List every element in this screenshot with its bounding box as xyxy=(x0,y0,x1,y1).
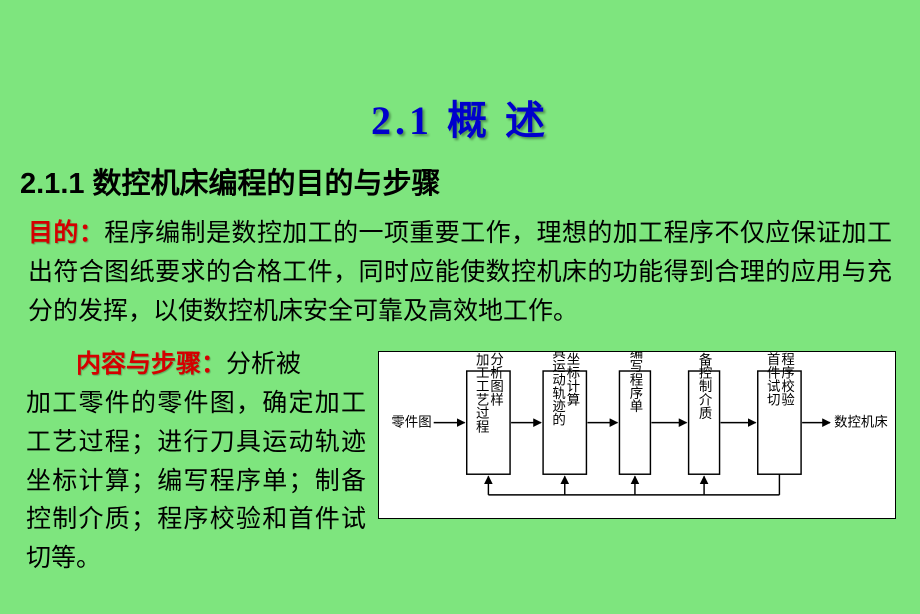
steps-lead: 分析被 xyxy=(226,351,301,378)
svg-text:零件图: 零件图 xyxy=(391,415,431,430)
svg-text:数控机床: 数控机床 xyxy=(834,415,888,430)
svg-text:制备控制介质: 制备控制介质 xyxy=(697,352,713,420)
title-text: 2.1 概 述 xyxy=(371,98,549,143)
svg-text:刀具运动轨迹的: 刀具运动轨迹的 xyxy=(550,352,566,427)
flowchart-container: 零件图 分析图样确定加工工艺过程 坐标计算刀具运动轨迹的 编写程序单 制备控制介质 程序校… xyxy=(378,351,896,519)
subsection-text: 2.1.1 数控机床编程的目的与步骤 xyxy=(20,168,441,200)
purpose-body: 程序编制是数控加工的一项重要工作，理想的加工程序不仅应保证加工出符合图纸要求的合… xyxy=(28,220,892,325)
label-steps: 内容与步骤： xyxy=(76,350,226,378)
steps-lead-line: 内容与步骤：分析被 xyxy=(26,345,366,385)
svg-text:编写程序单: 编写程序单 xyxy=(627,352,643,413)
label-purpose: 目的： xyxy=(28,219,104,247)
svg-text:首件试切: 首件试切 xyxy=(765,353,781,408)
subsection-heading: 2.1.1 数控机床编程的目的与步骤 xyxy=(0,146,920,202)
paragraph-purpose-line: 目的：程序编制是数控加工的一项重要工作，理想的加工程序不仅应保证加工出符合图纸要… xyxy=(28,220,892,325)
steps-rest: 加工零件的零件图，确定加工工艺过程；进行刀具运动轨迹坐标计算；编写程序单；制备控… xyxy=(26,390,366,572)
paragraph-purpose: 目的：程序编制是数控加工的一项重要工作，理想的加工程序不仅应保证加工出符合图纸要… xyxy=(0,202,920,331)
svg-text:坐标计算: 坐标计算 xyxy=(564,353,580,407)
content-steps-row: 内容与步骤：分析被 加工零件的零件图，确定加工工艺过程；进行刀具运动轨迹坐标计算… xyxy=(0,331,920,579)
svg-text:程序校验: 程序校验 xyxy=(779,353,795,407)
flowchart-svg: 零件图 分析图样确定加工工艺过程 坐标计算刀具运动轨迹的 编写程序单 制备控制介质 程序校… xyxy=(379,352,895,518)
paragraph-steps: 内容与步骤：分析被 加工零件的零件图，确定加工工艺过程；进行刀具运动轨迹坐标计算… xyxy=(26,345,366,579)
svg-text:分析图样: 分析图样 xyxy=(488,353,504,407)
svg-text:确定加工工艺过程: 确定加工工艺过程 xyxy=(474,352,490,434)
slide-title: 2.1 概 述 xyxy=(0,0,920,146)
